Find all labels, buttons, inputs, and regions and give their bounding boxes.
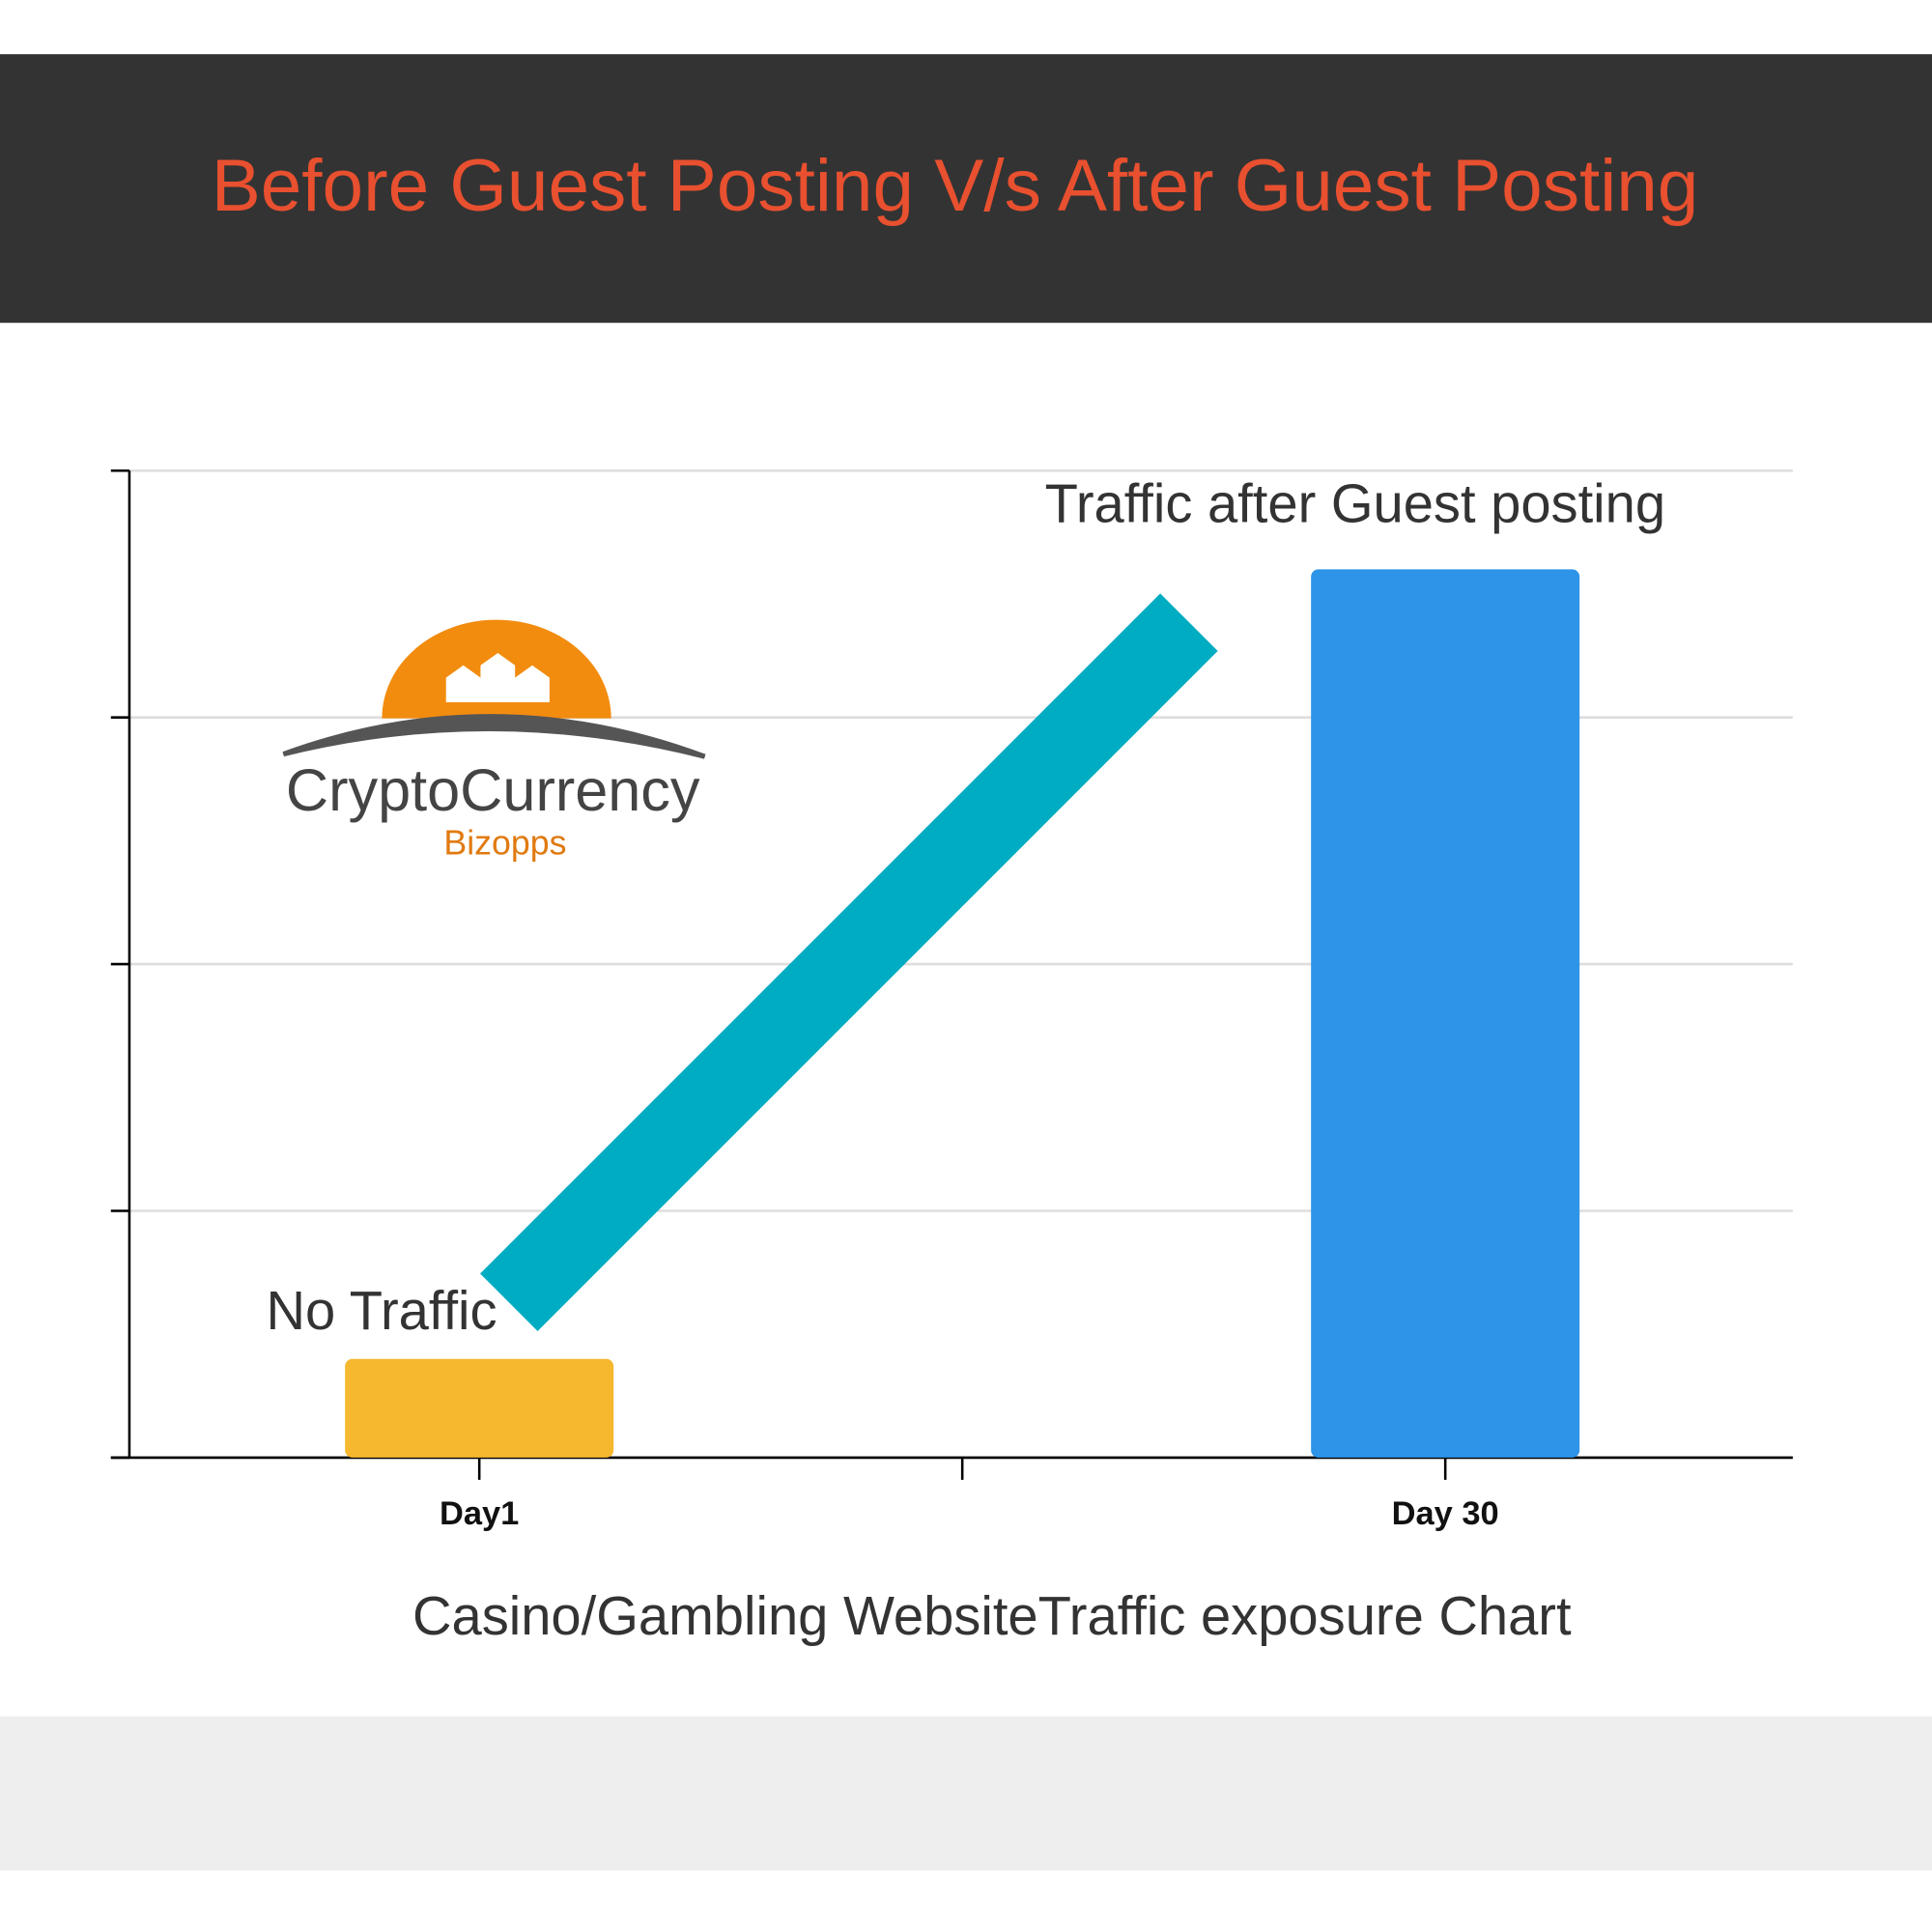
plot-area: Day1 Day 30 (110, 469, 1793, 1532)
x-axis-title: Casino/Gambling WebsiteTraffic exposure … (412, 1585, 1572, 1646)
annotation: No Traffic (267, 1280, 497, 1341)
footer-band (0, 1716, 1932, 1871)
bar (345, 1358, 614, 1458)
x-tick-label: Day 30 (1392, 1495, 1499, 1532)
logo-arc (282, 714, 706, 759)
logo: CryptoCurrency Bizopps (282, 619, 706, 862)
x-tick-label: Day1 (440, 1495, 519, 1532)
header-band (0, 54, 1932, 324)
annotation: Traffic after Guest posting (1045, 472, 1665, 533)
chart-title: Before Guest Posting V/s After Guest Pos… (212, 145, 1699, 227)
logo-tagline: Bizopps (443, 823, 566, 862)
trend-arrow (480, 593, 1218, 1331)
bar (1311, 569, 1580, 1458)
logo-houses (445, 653, 550, 703)
logo-name: CryptoCurrency (286, 757, 700, 823)
